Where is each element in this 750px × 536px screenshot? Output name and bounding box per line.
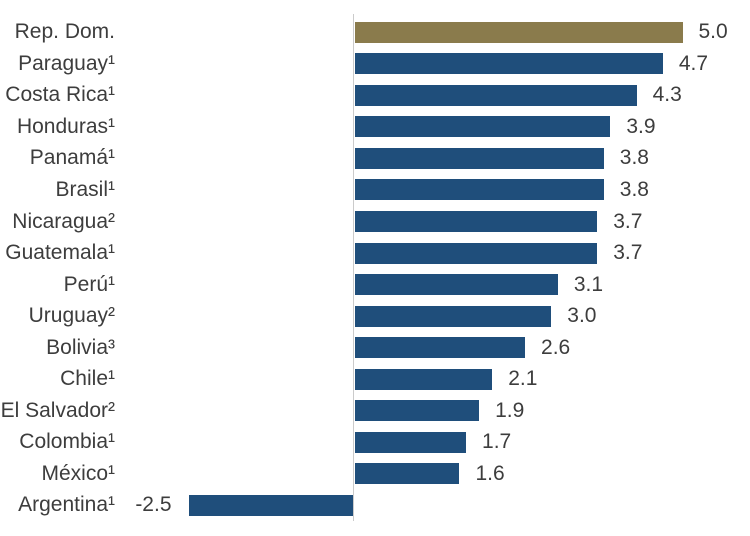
bar xyxy=(354,147,604,169)
category-label: Perú¹ xyxy=(63,272,115,296)
category-label: Uruguay² xyxy=(28,304,115,328)
category-label: Honduras¹ xyxy=(16,114,115,138)
category-label: El Salvador² xyxy=(0,398,115,422)
category-label: Bolivia³ xyxy=(46,335,115,359)
value-label: 3.8 xyxy=(619,146,649,170)
value-label: 2.1 xyxy=(508,367,538,391)
value-label: 3.7 xyxy=(613,209,643,233)
value-label: 5.0 xyxy=(698,20,728,44)
category-label: Argentina¹ xyxy=(18,493,115,517)
category-label: Chile¹ xyxy=(60,367,115,391)
bar xyxy=(354,84,637,106)
value-label: 3.1 xyxy=(573,272,604,296)
category-label: Brasil¹ xyxy=(55,177,115,201)
bar xyxy=(354,53,663,75)
value-label: 1.9 xyxy=(495,398,525,422)
value-label: 3.9 xyxy=(626,114,656,138)
value-label: 1.7 xyxy=(482,430,512,454)
value-label: 3.8 xyxy=(619,177,649,201)
vertical-axis-line xyxy=(352,14,354,521)
bar xyxy=(354,400,480,422)
bar xyxy=(354,242,598,264)
value-label: 4.7 xyxy=(678,51,709,75)
category-label: Nicaragua² xyxy=(12,209,115,233)
category-label: Colombia¹ xyxy=(19,430,115,454)
bar xyxy=(354,431,467,453)
bar xyxy=(354,305,552,327)
value-label: -2.5 xyxy=(135,493,172,517)
value-label: 1.6 xyxy=(475,461,505,485)
bar xyxy=(354,337,526,359)
bar xyxy=(354,274,558,296)
bar xyxy=(354,21,683,43)
bar xyxy=(188,494,353,516)
category-label: México¹ xyxy=(41,461,115,485)
category-label: Panamá¹ xyxy=(29,146,115,170)
bar xyxy=(354,116,611,138)
value-label: 2.6 xyxy=(541,335,571,359)
bar xyxy=(354,211,598,232)
value-label: 4.3 xyxy=(652,83,682,107)
value-label: 3.0 xyxy=(567,304,597,328)
category-label: Guatemala¹ xyxy=(5,241,115,265)
bar xyxy=(354,463,460,485)
bar xyxy=(354,368,493,390)
value-label: 3.7 xyxy=(613,241,643,265)
category-label: Paraguay¹ xyxy=(18,51,115,75)
category-label: Costa Rica¹ xyxy=(5,83,115,107)
bar xyxy=(354,179,604,201)
category-label: Rep. Dom. xyxy=(14,20,115,44)
